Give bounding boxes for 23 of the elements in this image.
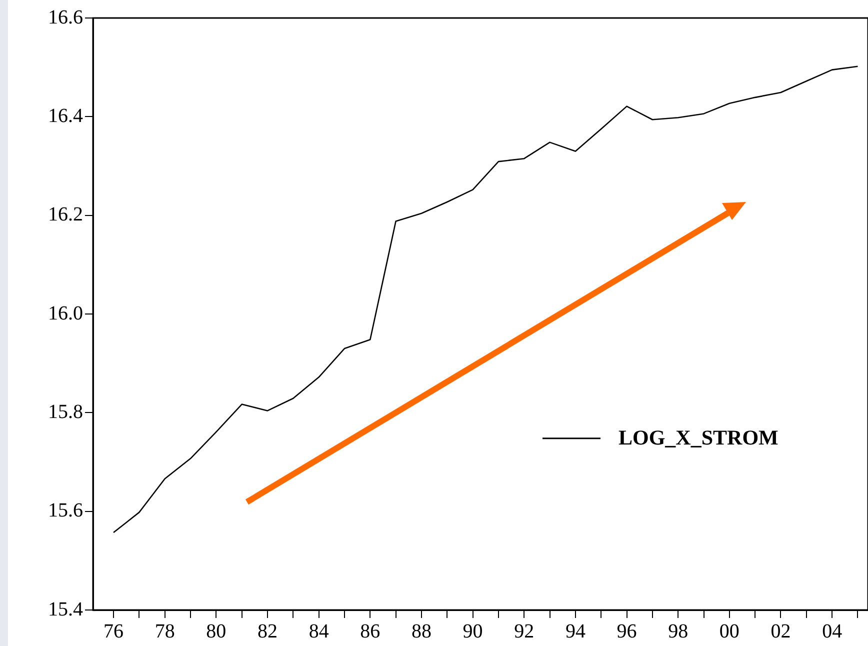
x-tick-label: 02	[770, 620, 791, 642]
y-tick-label: 15.4	[48, 598, 83, 620]
x-tick-label: 86	[360, 620, 380, 642]
x-tick-label: 00	[719, 620, 740, 642]
x-tick-label: 90	[462, 620, 483, 642]
y-tick-label: 15.8	[48, 400, 83, 423]
x-tick-label: 96	[616, 620, 637, 642]
x-tick-label: 88	[411, 620, 432, 642]
y-tick-label: 15.6	[48, 500, 83, 522]
x-tick-label: 82	[258, 620, 278, 642]
x-tick-label: 78	[154, 620, 175, 642]
x-tick-label: 84	[308, 620, 329, 642]
y-tick-label: 16.0	[48, 302, 83, 324]
y-tick-label: 16.6	[48, 6, 83, 28]
y-tick-label: 16.4	[48, 104, 83, 127]
legend-label: LOG_X_STROM	[618, 426, 779, 450]
x-tick-label: 94	[565, 620, 586, 642]
x-tick-label: 92	[514, 620, 534, 642]
x-tick-label: 04	[822, 620, 842, 642]
x-tick-label: 76	[104, 620, 124, 642]
y-tick-label: 16.2	[48, 204, 83, 226]
x-tick-label: 80	[206, 620, 226, 642]
x-tick-label: 98	[668, 620, 688, 642]
